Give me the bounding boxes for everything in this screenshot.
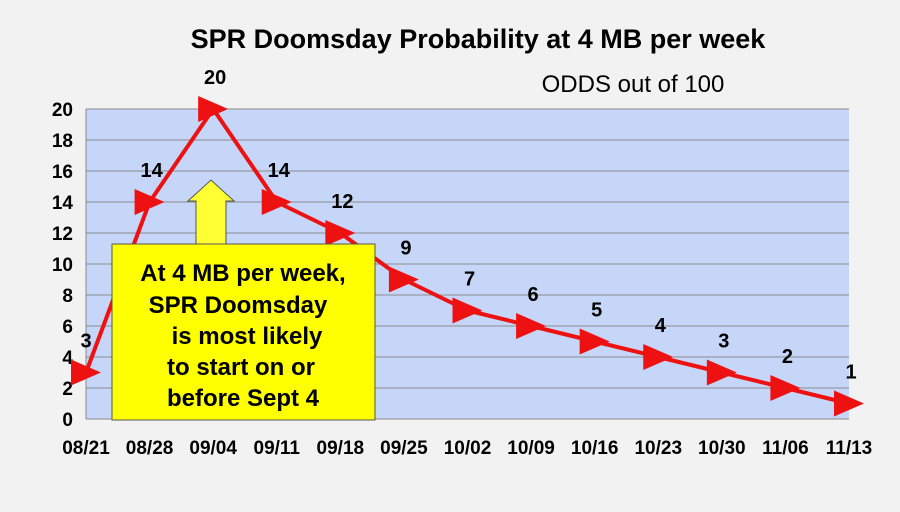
y-tick-label: 10 [52, 255, 73, 276]
x-tick-label: 08/28 [126, 438, 174, 459]
y-tick-label: 12 [52, 224, 73, 245]
y-tick-label: 8 [62, 286, 73, 307]
y-tick-label: 18 [52, 131, 73, 152]
callout-line-2: SPR Doomsday [149, 292, 328, 319]
chart-title: SPR Doomsday Probability at 4 MB per wee… [191, 24, 767, 54]
x-tick-label: 10/16 [571, 438, 619, 459]
data-point [706, 359, 737, 386]
callout-line-4: to start on or [167, 354, 315, 381]
y-tick-label: 4 [62, 348, 73, 369]
data-label: 9 [400, 238, 411, 260]
data-point [198, 96, 229, 122]
x-tick-label: 11/13 [826, 438, 873, 459]
data-point [134, 189, 165, 215]
callout-line-5: before Sept 4 [167, 385, 320, 412]
callout-box [111, 243, 376, 421]
data-label: 6 [528, 284, 539, 306]
callout-arrow [186, 179, 236, 245]
data-point [452, 297, 483, 324]
data-label: 1 [845, 362, 856, 384]
data-label: 14 [140, 160, 163, 182]
data-label: 12 [331, 191, 353, 213]
y-tick-label: 14 [52, 193, 74, 214]
x-tick-label: 11/06 [762, 438, 809, 459]
data-point [770, 375, 801, 401]
data-label: 3 [718, 331, 729, 353]
data-label: 14 [268, 160, 291, 182]
data-point [388, 266, 419, 293]
data-label: 20 [204, 67, 226, 89]
data-label: 2 [782, 346, 793, 368]
data-point [516, 313, 547, 339]
series-odds [71, 96, 864, 417]
x-tick-label: 08/21 [62, 438, 110, 459]
data-point [579, 328, 610, 355]
chart-subtitle: ODDS out of 100 [542, 71, 725, 98]
x-tick-label: 09/11 [254, 438, 301, 459]
y-tick-label: 16 [52, 162, 73, 183]
y-tick-label: 6 [62, 317, 73, 338]
data-label: 5 [591, 300, 602, 322]
x-tick-label: 10/02 [444, 438, 492, 459]
data-point [834, 390, 864, 417]
callout-line-1: At 4 MB per week, [140, 260, 345, 287]
x-tick-label: 10/23 [634, 438, 682, 459]
y-tick-label: 20 [52, 100, 73, 121]
data-label: 3 [80, 331, 91, 353]
data-label: 7 [464, 269, 475, 291]
data-point [71, 359, 101, 386]
data-point [325, 220, 356, 246]
x-tick-label: 09/25 [380, 438, 428, 459]
y-tick-label: 0 [62, 410, 73, 431]
x-tick-label: 09/18 [317, 438, 365, 459]
data-label: 4 [655, 315, 667, 337]
x-tick-label: 10/09 [507, 438, 555, 459]
data-point [643, 344, 674, 370]
x-tick-label: 10/30 [698, 438, 746, 459]
callout: At 4 MB per week, SPR Doomsday is most l… [111, 179, 376, 421]
callout-line-3: is most likely [172, 323, 323, 350]
data-point [261, 189, 292, 215]
data-labels: 3 14 20 14 12 9 7 6 5 4 3 2 1 [80, 67, 856, 384]
x-tick-label: 09/04 [189, 438, 237, 459]
y-tick-label: 2 [62, 379, 73, 400]
